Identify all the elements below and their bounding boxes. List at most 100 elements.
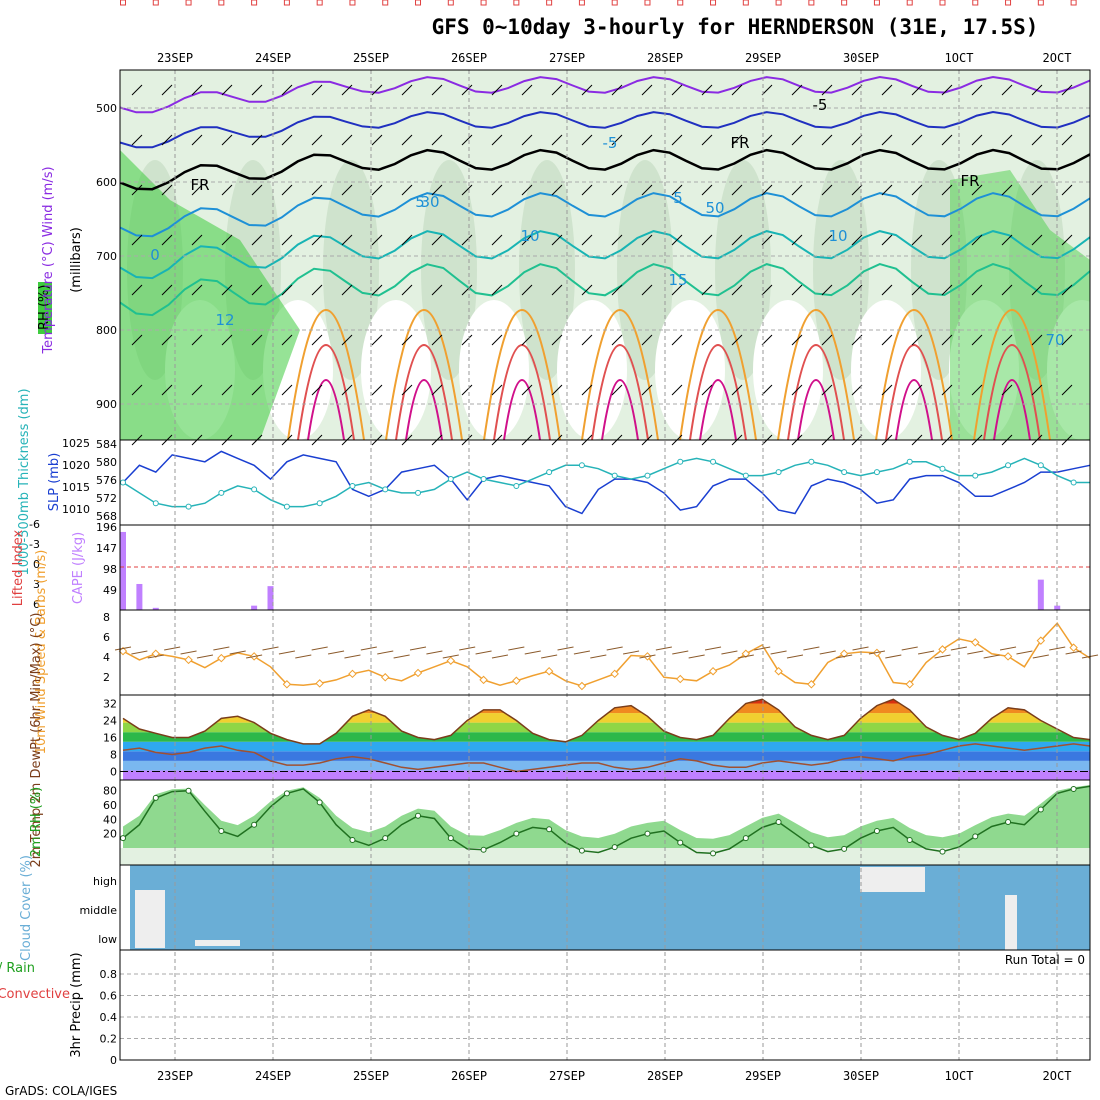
cloud-gap (195, 940, 240, 946)
thickness-line-point (972, 472, 979, 479)
temp-arch-contour (973, 309, 1051, 441)
temp-line (122, 698, 1091, 745)
wind-barb (1061, 84, 1073, 96)
wind-barb (281, 234, 293, 246)
rh-line-point (873, 828, 880, 834)
wind-barb (131, 284, 143, 296)
wind-barb (251, 134, 263, 146)
contour-label: -5 (603, 134, 618, 152)
surface-wind-barb (803, 646, 820, 651)
rh-line-point (1070, 785, 1077, 792)
wind-speed-line-point (380, 673, 390, 682)
wind-barb (761, 184, 773, 196)
wind-barb (971, 84, 983, 96)
thickness-line-point (710, 458, 717, 465)
thickness-line-point (677, 458, 684, 465)
rh-shade (911, 160, 967, 380)
wind-barb (431, 84, 443, 96)
wind-barb (401, 234, 413, 246)
contour-label: FR (190, 176, 209, 194)
date-label-top: 30SEP (843, 51, 879, 65)
lifted-index-line-point (1070, 0, 1077, 6)
wind-barb (761, 334, 773, 346)
rh-line-point (1005, 819, 1012, 826)
rh-tick: 80 (103, 785, 117, 798)
temp-arch-contour (493, 344, 551, 441)
rh-line-point (382, 835, 389, 842)
surface-wind-barb (901, 646, 918, 651)
wind-speed-line-point (774, 666, 783, 676)
cape-bar (120, 531, 126, 610)
precip-axis-label: 3hr Precip (mm) (69, 952, 84, 1057)
wind-barb (461, 334, 473, 346)
precip-tick: 0 (110, 1054, 117, 1067)
lifted-index-line-point (513, 0, 520, 6)
wind-barb (971, 384, 983, 396)
date-label-bottom: 24SEP (255, 1069, 291, 1083)
surface-wind-barb (688, 654, 705, 659)
wind-barb (491, 234, 503, 246)
surface-wind-barb (1016, 650, 1033, 655)
rh-line-point (710, 850, 717, 857)
wind-barb (521, 384, 533, 396)
contour-label: FR (730, 134, 749, 152)
wind-barb (1031, 134, 1043, 146)
date-label-top: 27SEP (549, 51, 585, 65)
temp-contour-minus10 (119, 75, 1091, 114)
wind-barb (431, 384, 443, 396)
surface-wind-barb (360, 646, 377, 651)
cloud-gap (135, 890, 165, 948)
thickness-line-point (1037, 462, 1044, 469)
surface-wind-barb (622, 650, 640, 655)
wind-barb (731, 84, 743, 96)
wind-barb (311, 284, 323, 296)
surface-wind-barb (1049, 646, 1066, 651)
wind-barb (1061, 234, 1073, 246)
thickness-line-point (775, 469, 782, 476)
thickness-axis-label: 1000-500mb Thickness (dm) (17, 388, 32, 575)
wind-barb (461, 184, 473, 196)
run-total-annotation: Run Total = 0 (1005, 953, 1085, 967)
rh-shade (617, 160, 673, 380)
temp-arch-contour (287, 309, 365, 441)
lifted-index-line-point (742, 0, 749, 6)
thickness-line-point (415, 489, 422, 496)
rh-line-point (251, 821, 258, 828)
wind-barb (1031, 284, 1043, 296)
wind-barb (701, 234, 713, 246)
wind-barb (611, 84, 623, 96)
wind-barb (341, 184, 353, 196)
thickness-line-point (742, 472, 749, 479)
cloud-gap (860, 867, 925, 892)
surface-wind-barb (967, 650, 984, 655)
lifted-tick: -3 (29, 538, 40, 551)
surface-wind-barb (639, 654, 656, 659)
wind-barb (611, 334, 623, 346)
wind-barb (791, 384, 803, 396)
contour-label: -5 (813, 96, 828, 114)
lifted-index-line-point (349, 0, 356, 6)
wind-barb (611, 184, 623, 196)
wind-barb (1061, 134, 1073, 146)
surface-wind-barb (491, 654, 509, 659)
thickness-line-point (1070, 479, 1077, 486)
wind-barb (971, 134, 983, 146)
temp-arch-contour (689, 344, 747, 441)
lifted-index-line-point (316, 0, 323, 6)
temp-arch-contour (307, 379, 345, 441)
wind-barb (221, 134, 233, 146)
slp-tick: 1015 (62, 481, 90, 494)
contour-label: 12 (215, 311, 234, 329)
wind-barb (311, 184, 323, 196)
wind-barb (911, 84, 923, 96)
wind-barb (911, 334, 923, 346)
date-label-top: 28SEP (647, 51, 683, 65)
date-label-top: 2OCT (1043, 51, 1072, 65)
wind-barb (341, 134, 353, 146)
wind-tick: 8 (103, 611, 110, 624)
surface-wind-barb (1065, 650, 1082, 655)
temp-arch-contour (679, 309, 757, 441)
date-label-top: 1OCT (945, 51, 974, 65)
wind-barb (581, 384, 593, 396)
wind-barb (341, 384, 353, 396)
